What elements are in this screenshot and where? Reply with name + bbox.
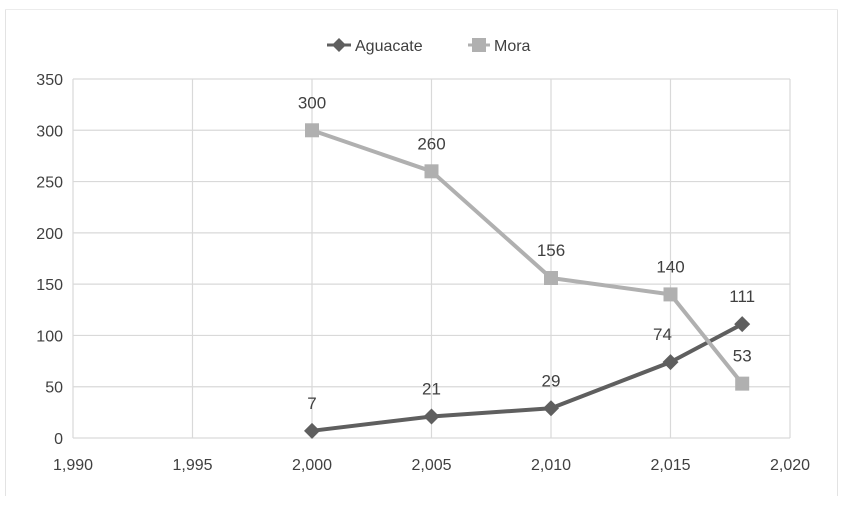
data-label: 74: [653, 325, 672, 344]
y-axis-ticks: 0 50 100 150 200 250 300 350: [36, 72, 63, 448]
square-marker-icon[interactable]: [544, 270, 558, 285]
x-tick-label: 2,010: [531, 457, 571, 474]
x-axis-ticks: 1,990 1,995 2,000 2,005 2,010 2,015 2,020: [53, 457, 810, 474]
square-marker-icon: [472, 38, 486, 52]
x-tick-label: 1,990: [53, 457, 93, 474]
legend-label-aguacate: Aguacate: [355, 38, 423, 55]
data-label: 300: [298, 93, 326, 112]
x-tick-label: 2,000: [292, 457, 332, 474]
square-marker-icon[interactable]: [735, 376, 750, 391]
legend-item-aguacate[interactable]: Aguacate: [327, 38, 423, 55]
y-tick-label: 100: [36, 328, 63, 345]
diamond-marker-icon[interactable]: [662, 354, 679, 371]
y-tick-label: 300: [36, 123, 63, 140]
legend-item-mora[interactable]: Mora: [468, 38, 531, 55]
chart-frame: [5, 9, 838, 496]
y-tick-label: 250: [36, 175, 63, 192]
data-label: 29: [542, 371, 561, 390]
y-tick-label: 200: [36, 226, 63, 243]
x-tick-label: 2,020: [770, 457, 810, 474]
y-tick-label: 150: [36, 277, 63, 294]
x-tick-label: 1,995: [172, 457, 212, 474]
series-line-aguacate: [311, 322, 744, 433]
y-tick-label: 50: [45, 380, 63, 397]
x-tick-label: 2,015: [650, 457, 690, 474]
data-label: 111: [729, 287, 755, 306]
gridlines: [72, 78, 791, 439]
y-tick-label: 0: [54, 431, 63, 448]
diamond-marker-icon[interactable]: [304, 422, 320, 439]
data-label: 140: [656, 257, 684, 276]
data-label: 7: [307, 394, 316, 413]
diamond-marker-icon[interactable]: [423, 408, 440, 425]
legend: Aguacate Mora: [327, 38, 531, 55]
data-label: 260: [417, 134, 445, 153]
data-label: 156: [537, 241, 565, 260]
data-label: 21: [422, 379, 441, 398]
chart-frame-top: [5, 9, 838, 10]
legend-label-mora: Mora: [494, 38, 531, 55]
y-tick-label: 350: [36, 72, 63, 89]
diamond-marker-icon[interactable]: [543, 400, 559, 417]
square-marker-icon[interactable]: [305, 123, 319, 138]
square-marker-icon[interactable]: [663, 287, 678, 302]
diamond-marker-icon: [332, 38, 346, 52]
diamond-marker-icon[interactable]: [734, 316, 751, 333]
data-label: 53: [733, 347, 752, 366]
square-marker-icon[interactable]: [424, 164, 439, 179]
series-layer: 7 21 29 74 111 300 260 156 140 53: [298, 93, 755, 439]
x-tick-label: 2,005: [411, 457, 451, 474]
